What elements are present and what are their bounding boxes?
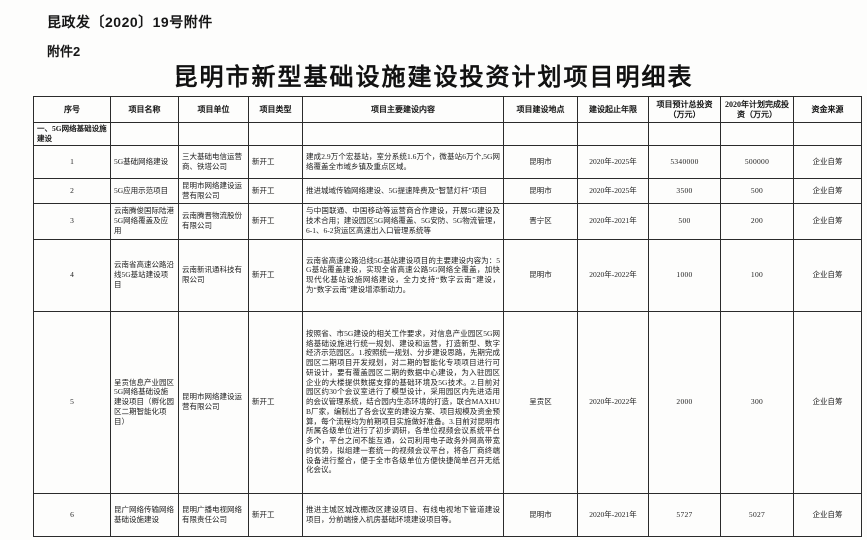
cell-no: 2 <box>33 177 111 204</box>
cell-no: 1 <box>33 144 111 179</box>
cell-fund-source: 企业自筹 <box>793 177 862 204</box>
section-title: 一、5G网络基础设施建设 <box>33 122 111 146</box>
cell-project-name: 云南腾俊国际陆港5G网络覆盖及应用 <box>110 202 179 240</box>
cell-content: 按照省、市5G建设的相关工作要求，对信息产业园区5G网络基础设施进行统一规划、建… <box>302 310 504 494</box>
col-header-type: 项目类型 <box>248 96 303 123</box>
cell-project-type: 新开工 <box>248 310 303 494</box>
cell-location: 呈贡区 <box>503 310 578 494</box>
cell-no: 3 <box>33 202 111 240</box>
cell-content: 与中国联通、中国移动等运营商合作建设，开展5G建设及技术合用；建设园区5G网络覆… <box>302 202 504 240</box>
cell-2020-investment: 200 <box>720 202 794 240</box>
cell-project-type: 新开工 <box>248 492 303 537</box>
cell-years: 2020年-2025年 <box>577 144 649 179</box>
cell-project-name: 云南省高速公路沿线5G基站建设项目 <box>110 238 179 312</box>
cell-years: 2020年-2021年 <box>577 202 649 240</box>
cell-no: 6 <box>33 492 111 537</box>
cell-project-name: 5G基础网络建设 <box>110 144 179 179</box>
empty-cell <box>302 122 504 146</box>
cell-project-unit: 三大基础电信运营商、铁塔公司 <box>178 144 249 179</box>
cell-total-investment: 500 <box>648 202 721 240</box>
cell-project-type: 新开工 <box>248 202 303 240</box>
empty-cell <box>503 122 578 146</box>
cell-fund-source: 企业自筹 <box>793 492 862 537</box>
cell-total-investment: 1000 <box>648 238 721 312</box>
cell-content: 推进城域传输网络建设、5G提速降费及“智慧灯杆”项目 <box>302 177 504 204</box>
table-header-row: 序号 项目名称 项目单位 项目类型 项目主要建设内容 项目建设地点 建设起止年限… <box>33 96 862 123</box>
attachment-label: 附件2 <box>47 44 81 59</box>
cell-total-investment: 3500 <box>648 177 721 204</box>
col-header-unit: 项目单位 <box>178 96 249 123</box>
cell-years: 2020年-2021年 <box>577 492 649 537</box>
table-row: 1 5G基础网络建设 三大基础电信运营商、铁塔公司 新开工 建成2.9万个宏基站… <box>33 144 862 179</box>
col-header-content: 项目主要建设内容 <box>302 96 504 123</box>
cell-project-name: 昆广网络传输网络基础设施建设 <box>110 492 179 537</box>
cell-project-unit: 昆明广播电视网络有限责任公司 <box>178 492 249 537</box>
empty-cell <box>178 122 249 146</box>
cell-content: 云南省高速公路沿线5G基站建设项目的主要建设内容为：5G基站覆盖建设，实现全省高… <box>302 238 504 312</box>
cell-location: 晋宁区 <box>503 202 578 240</box>
table-row: 4 云南省高速公路沿线5G基站建设项目 云南新讯通科技有限公司 新开工 云南省高… <box>33 238 862 312</box>
empty-cell <box>720 122 794 146</box>
col-header-2020-investment: 2020年计划完成投资（万元） <box>720 96 794 123</box>
empty-cell <box>248 122 303 146</box>
table-row: 3 云南腾俊国际陆港5G网络覆盖及应用 云南腾晋物流股份有限公司 新开工 与中国… <box>33 202 862 240</box>
cell-fund-source: 企业自筹 <box>793 310 862 494</box>
cell-total-investment: 2000 <box>648 310 721 494</box>
cell-location: 昆明市 <box>503 177 578 204</box>
col-header-years: 建设起止年限 <box>577 96 649 123</box>
cell-total-investment: 5340000 <box>648 144 721 179</box>
cell-content: 推进主城区城改棚改区建设项目、有线电视地下管道建设项目，分前端接入机房基础环境建… <box>302 492 504 537</box>
empty-cell <box>648 122 721 146</box>
cell-project-type: 新开工 <box>248 177 303 204</box>
cell-fund-source: 企业自筹 <box>793 144 862 179</box>
cell-2020-investment: 5027 <box>720 492 794 537</box>
cell-project-unit: 昆明市网络建设运营有限公司 <box>178 310 249 494</box>
empty-cell <box>110 122 179 146</box>
cell-years: 2020年-2022年 <box>577 238 649 312</box>
empty-cell <box>577 122 649 146</box>
cell-location: 昆明市 <box>503 492 578 537</box>
col-header-fund-source: 资金来源 <box>793 96 862 123</box>
empty-cell <box>793 122 862 146</box>
cell-location: 昆明市 <box>503 238 578 312</box>
cell-project-type: 新开工 <box>248 144 303 179</box>
projects-table: 序号 项目名称 项目单位 项目类型 项目主要建设内容 项目建设地点 建设起止年限… <box>33 96 862 537</box>
cell-project-name: 呈贡信息产业园区5G网络基础设施建设项目（孵化园区二期智能化项目） <box>110 310 179 494</box>
cell-2020-investment: 500000 <box>720 144 794 179</box>
cell-project-unit: 昆明市网络建设运营有限公司 <box>178 177 249 204</box>
table-row: 5 呈贡信息产业园区5G网络基础设施建设项目（孵化园区二期智能化项目） 昆明市网… <box>33 310 862 494</box>
cell-fund-source: 企业自筹 <box>793 202 862 240</box>
cell-2020-investment: 500 <box>720 177 794 204</box>
cell-no: 5 <box>33 310 111 494</box>
section-row: 一、5G网络基础设施建设 <box>33 122 862 146</box>
table-row: 2 5G应用示范项目 昆明市网络建设运营有限公司 新开工 推进城域传输网络建设、… <box>33 177 862 204</box>
doc-number: 昆政发〔2020〕19号附件 <box>47 14 213 30</box>
table-row: 6 昆广网络传输网络基础设施建设 昆明广播电视网络有限责任公司 新开工 推进主城… <box>33 492 862 537</box>
cell-total-investment: 5727 <box>648 492 721 537</box>
cell-location: 昆明市 <box>503 144 578 179</box>
cell-years: 2020年-2025年 <box>577 177 649 204</box>
cell-project-unit: 云南腾晋物流股份有限公司 <box>178 202 249 240</box>
cell-content: 建成2.9万个宏基站，室分系统1.6万个，微基站6万个,5G网络覆盖全市域乡镇及… <box>302 144 504 179</box>
cell-fund-source: 企业自筹 <box>793 238 862 312</box>
cell-project-unit: 云南新讯通科技有限公司 <box>178 238 249 312</box>
cell-no: 4 <box>33 238 111 312</box>
page-title: 昆明市新型基础设施建设投资计划项目明细表 <box>173 65 694 91</box>
cell-2020-investment: 300 <box>720 310 794 494</box>
col-header-name: 项目名称 <box>110 96 179 123</box>
cell-project-type: 新开工 <box>248 238 303 312</box>
cell-project-name: 5G应用示范项目 <box>110 177 179 204</box>
col-header-no: 序号 <box>33 96 111 123</box>
col-header-location: 项目建设地点 <box>503 96 578 123</box>
cell-years: 2020年-2022年 <box>577 310 649 494</box>
col-header-total-investment: 项目预计总投资（万元） <box>648 96 721 123</box>
cell-2020-investment: 100 <box>720 238 794 312</box>
